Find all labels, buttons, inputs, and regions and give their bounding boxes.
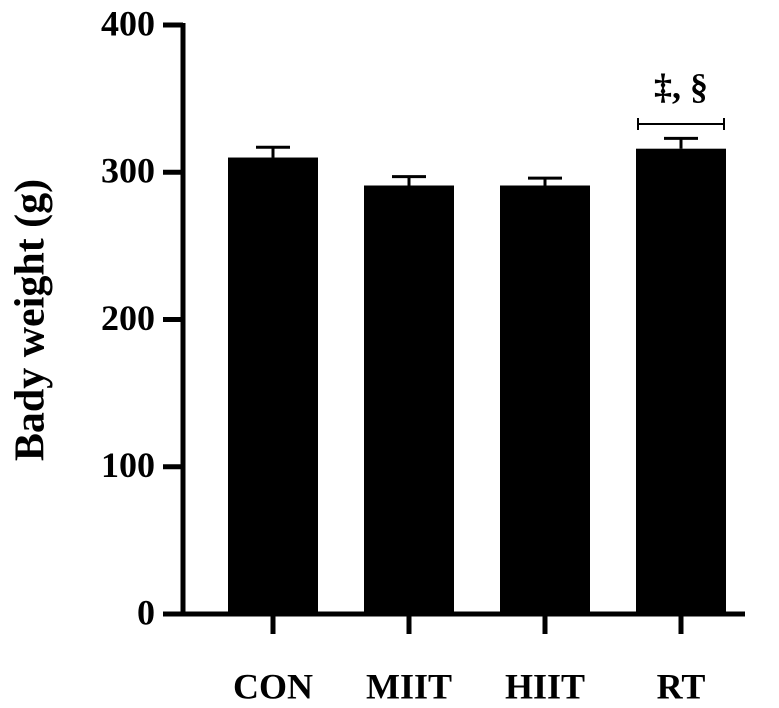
y-tick-label: 300 (101, 151, 155, 191)
bar (636, 148, 726, 614)
y-tick-label: 200 (101, 298, 155, 338)
y-tick-label: 400 (101, 3, 155, 43)
bar (500, 185, 590, 614)
y-axis-label: Bady weight (g) (8, 179, 54, 461)
x-tick-label: CON (233, 666, 313, 706)
bar (364, 185, 454, 614)
bar (228, 157, 318, 614)
y-tick-label: 100 (101, 445, 155, 485)
annotation: ‡, § (654, 66, 708, 106)
x-tick-label: MIIT (366, 666, 452, 706)
x-tick-label: RT (657, 666, 706, 706)
y-tick-label: 0 (137, 592, 155, 632)
x-tick-label: HIIT (505, 666, 585, 706)
